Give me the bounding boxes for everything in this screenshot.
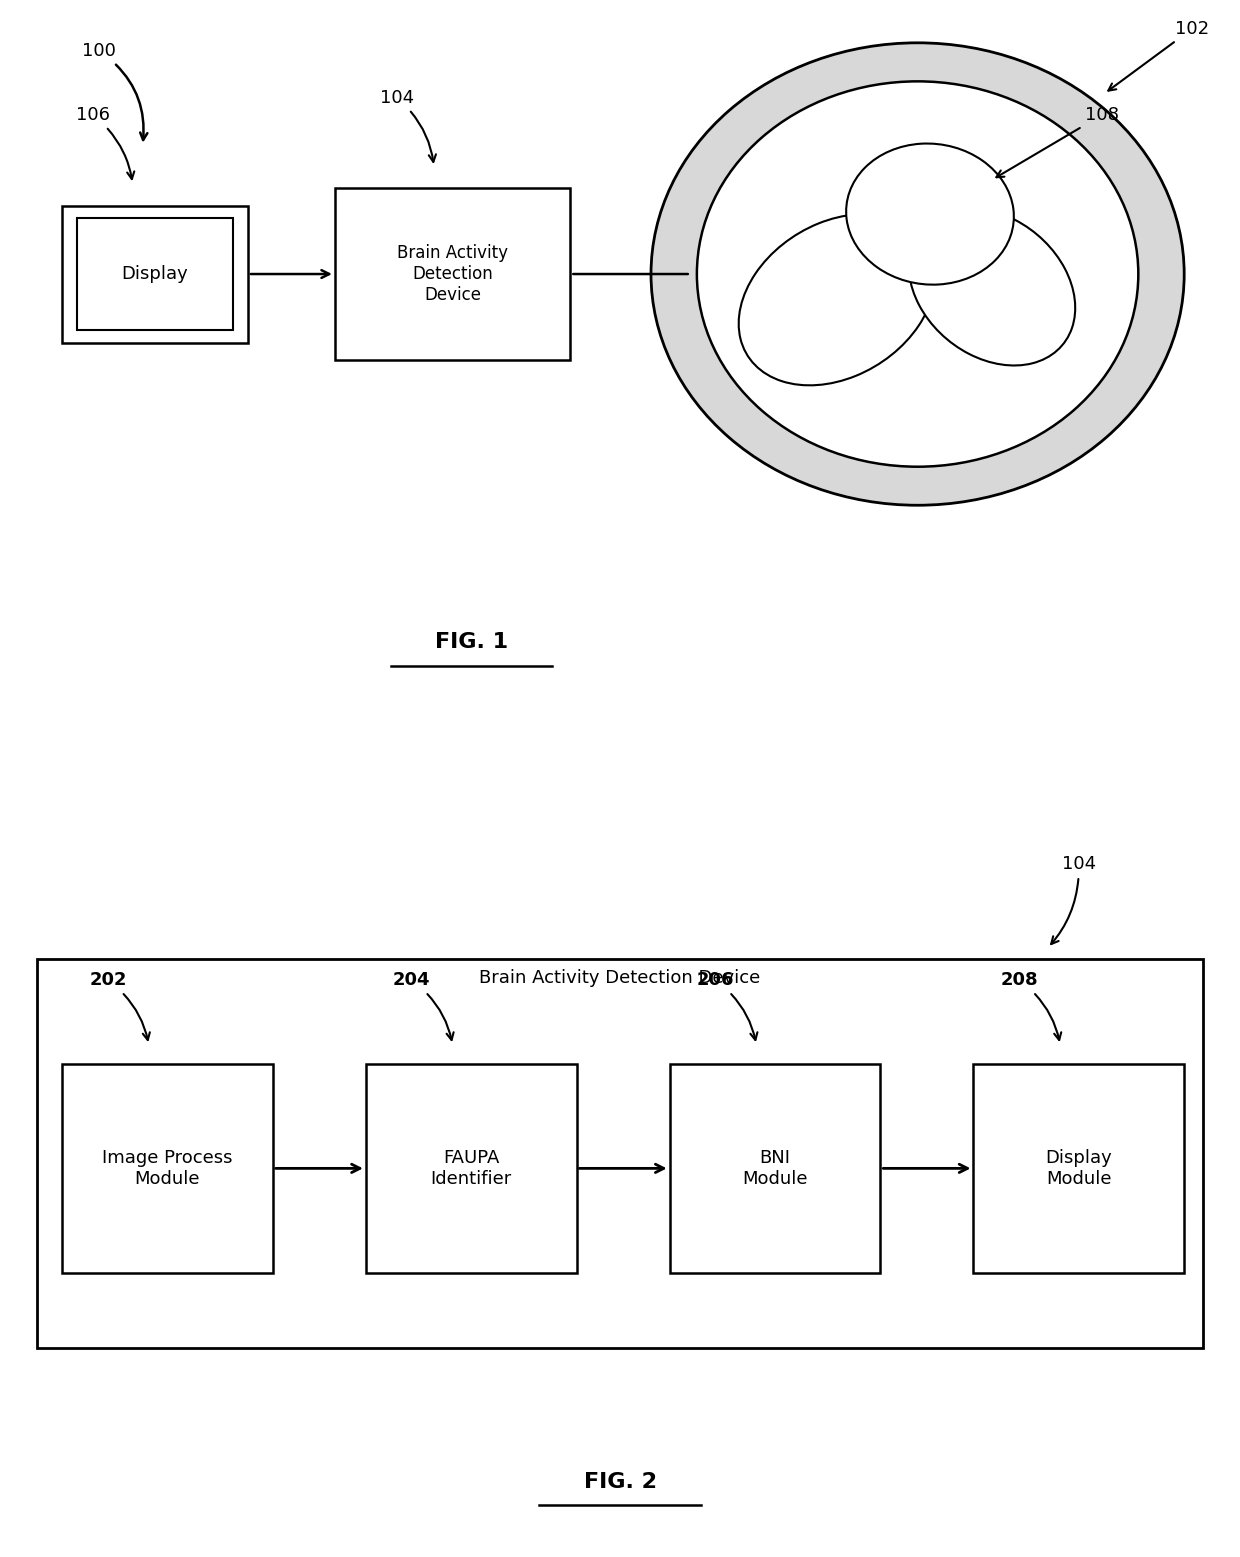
Text: 104: 104 <box>1052 855 1096 944</box>
Text: 102: 102 <box>1109 20 1209 90</box>
Ellipse shape <box>846 143 1014 285</box>
FancyBboxPatch shape <box>335 188 570 360</box>
Ellipse shape <box>739 215 935 385</box>
Text: Brain Activity Detection Device: Brain Activity Detection Device <box>480 968 760 987</box>
Text: 202: 202 <box>89 972 150 1040</box>
Text: 108: 108 <box>997 106 1118 177</box>
Text: 208: 208 <box>1001 972 1061 1040</box>
FancyBboxPatch shape <box>62 206 248 343</box>
Text: Display: Display <box>122 265 188 283</box>
Ellipse shape <box>651 42 1184 504</box>
FancyBboxPatch shape <box>37 959 1203 1348</box>
FancyBboxPatch shape <box>973 1063 1184 1274</box>
Ellipse shape <box>697 81 1138 467</box>
Text: 206: 206 <box>697 972 758 1040</box>
Text: 204: 204 <box>393 972 454 1040</box>
Text: 104: 104 <box>379 89 436 162</box>
Text: FAUPA
Identifier: FAUPA Identifier <box>430 1149 512 1188</box>
FancyBboxPatch shape <box>366 1063 577 1274</box>
Text: 106: 106 <box>76 106 134 179</box>
Text: FIG. 1: FIG. 1 <box>435 632 507 652</box>
Text: Brain Activity
Detection
Device: Brain Activity Detection Device <box>397 244 508 304</box>
Text: BNI
Module: BNI Module <box>743 1149 807 1188</box>
FancyBboxPatch shape <box>62 1063 273 1274</box>
Ellipse shape <box>909 209 1075 366</box>
Text: Image Process
Module: Image Process Module <box>102 1149 233 1188</box>
Text: FIG. 2: FIG. 2 <box>584 1473 656 1492</box>
Text: Display
Module: Display Module <box>1045 1149 1112 1188</box>
FancyBboxPatch shape <box>77 218 233 330</box>
FancyBboxPatch shape <box>670 1063 880 1274</box>
Text: 100: 100 <box>82 42 148 140</box>
